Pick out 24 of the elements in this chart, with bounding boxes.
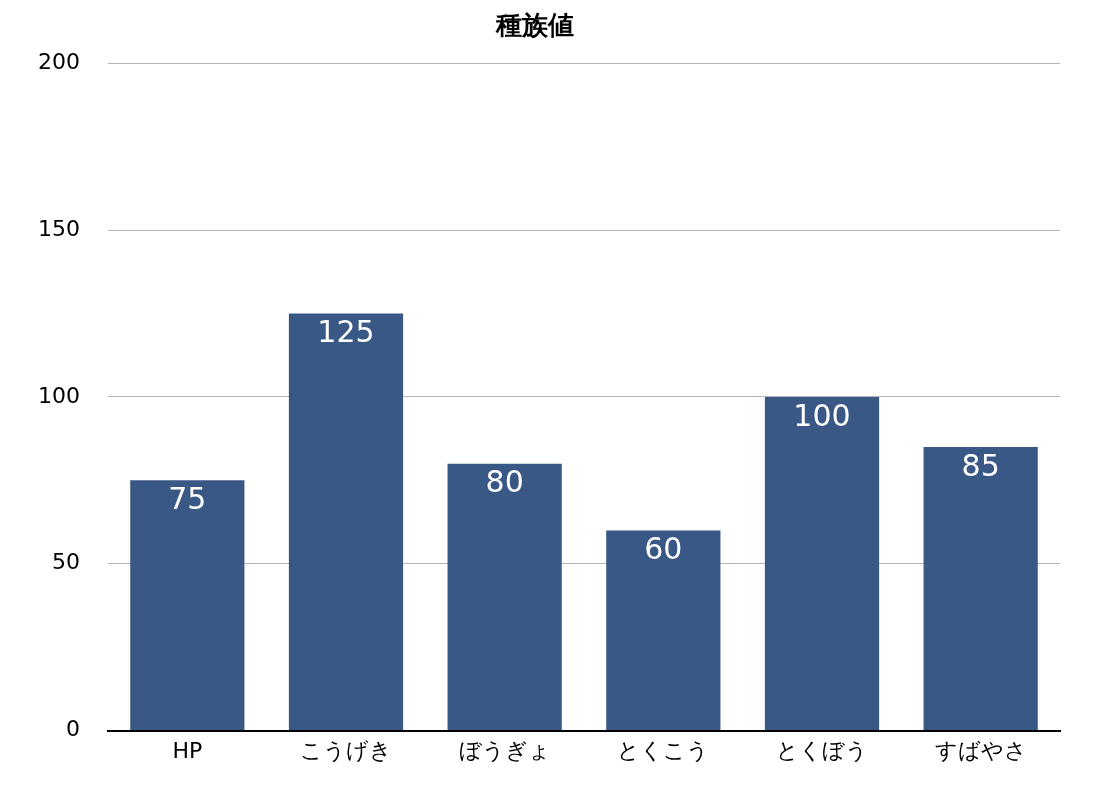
x-tick-label: すばやさ — [934, 737, 1027, 763]
y-tick-label: 150 — [37, 215, 80, 241]
x-tick-label: HP — [172, 737, 203, 763]
data-label: 100 — [793, 397, 851, 433]
x-tick-label: とくこう — [617, 737, 710, 763]
data-label: 60 — [644, 531, 683, 567]
x-tick-label: ぼうぎょ — [458, 737, 551, 763]
y-tick-label: 0 — [65, 716, 80, 742]
bar — [447, 463, 562, 731]
data-label: 75 — [168, 481, 207, 517]
bar — [606, 530, 721, 731]
x-tick-label: こうげき — [299, 737, 392, 763]
bar — [764, 396, 880, 731]
bar — [288, 313, 404, 731]
data-label: 125 — [317, 314, 375, 350]
y-tick-label: 50 — [51, 549, 80, 575]
x-tick-label: とくぼう — [776, 737, 868, 763]
data-label: 85 — [961, 447, 1000, 483]
bar — [923, 446, 1038, 731]
y-tick-label: 100 — [37, 382, 80, 408]
data-label: 80 — [485, 464, 524, 500]
y-tick-label: 200 — [37, 48, 80, 74]
bar — [130, 480, 245, 731]
chart-title: 種族値 — [495, 10, 574, 41]
